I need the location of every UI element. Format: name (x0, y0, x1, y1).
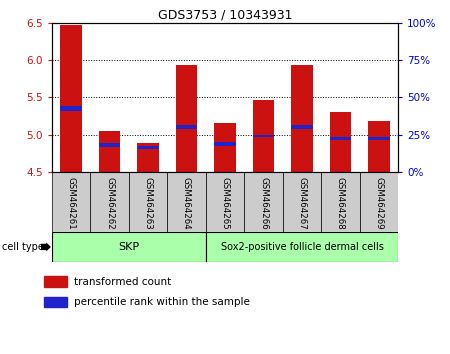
Bar (176, 125, 197, 129)
Bar (253, 99, 274, 172)
Text: GSM464266: GSM464266 (259, 177, 268, 229)
Bar (99, 131, 120, 172)
Bar (52, 232, 206, 262)
Bar (137, 143, 158, 172)
Bar (137, 146, 158, 149)
Text: GSM464265: GSM464265 (220, 177, 230, 229)
Bar (360, 172, 398, 232)
Text: GSM464267: GSM464267 (297, 177, 306, 229)
Text: SKP: SKP (118, 242, 140, 252)
Text: GSM464264: GSM464264 (182, 177, 191, 229)
Bar (129, 172, 167, 232)
Bar (60, 25, 81, 172)
Bar (52, 172, 90, 232)
Bar (321, 172, 360, 232)
Bar (90, 172, 129, 232)
Bar (167, 172, 206, 232)
Bar (60, 106, 81, 111)
Bar (369, 137, 390, 140)
Bar (292, 125, 313, 129)
Bar (253, 135, 274, 137)
Bar (283, 172, 321, 232)
Bar (244, 172, 283, 232)
Bar (44, 297, 67, 307)
Text: GSM464269: GSM464269 (374, 177, 383, 229)
Bar (369, 121, 390, 172)
Bar (292, 65, 313, 172)
Text: GSM464263: GSM464263 (144, 177, 153, 229)
Bar (176, 65, 197, 172)
Text: cell type: cell type (2, 242, 44, 252)
Bar (214, 142, 236, 146)
Bar (214, 122, 236, 172)
Text: percentile rank within the sample: percentile rank within the sample (74, 297, 250, 307)
Bar (44, 276, 67, 287)
Text: Sox2-positive follicle dermal cells: Sox2-positive follicle dermal cells (220, 242, 383, 252)
Bar (206, 172, 244, 232)
Text: GSM464261: GSM464261 (67, 177, 76, 229)
Text: transformed count: transformed count (74, 277, 171, 287)
Bar (99, 143, 120, 147)
Text: GSM464268: GSM464268 (336, 177, 345, 229)
Bar (206, 232, 398, 262)
Bar (330, 137, 351, 141)
Bar (330, 112, 351, 172)
Title: GDS3753 / 10343931: GDS3753 / 10343931 (158, 9, 292, 22)
Text: GSM464262: GSM464262 (105, 177, 114, 229)
